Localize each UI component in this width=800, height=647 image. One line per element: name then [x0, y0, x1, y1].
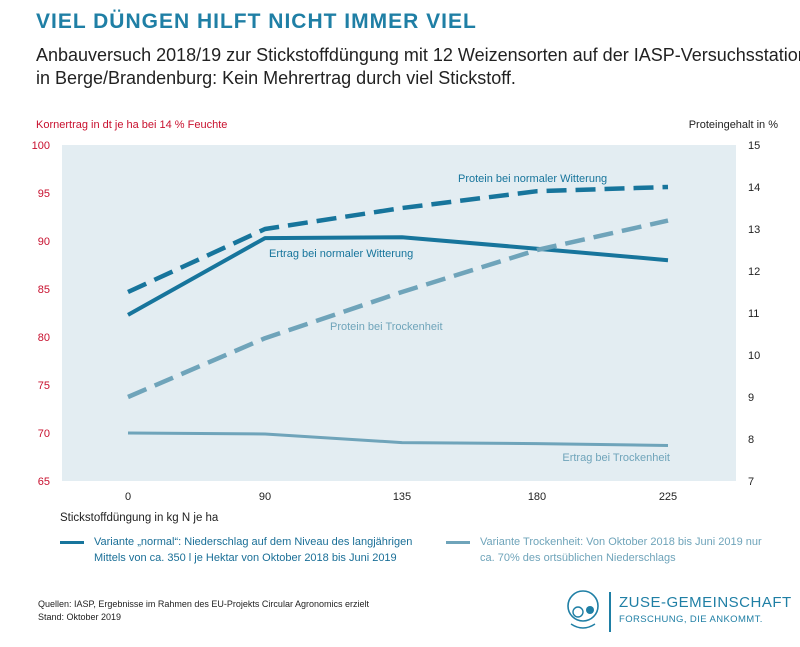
y-tick-right: 10 — [748, 350, 760, 362]
x-axis-ticks: 0 90 135 180 225 — [125, 491, 677, 503]
x-tick: 135 — [393, 491, 411, 503]
y-axis-right-label: Proteingehalt in % — [688, 119, 778, 131]
legend-dry-line-1: Variante Trockenheit: Von Oktober 2018 b… — [480, 536, 762, 548]
y-tick-left: 65 — [38, 476, 50, 488]
y-tick-left: 80 — [38, 332, 50, 344]
zuse-logo-name: ZUSE-GEMEINSCHAFT — [619, 594, 792, 611]
series-label: Protein bei Trockenheit — [330, 321, 443, 333]
series-label: Ertrag bei Trockenheit — [562, 452, 670, 464]
y-tick-right: 13 — [748, 224, 760, 236]
zuse-logo-claim: FORSCHUNG, DIE ANKOMMT. — [619, 614, 763, 625]
y-tick-right: 8 — [748, 434, 754, 446]
y-tick-right: 15 — [748, 140, 760, 152]
sources: Quellen: IASP, Ergebnisse im Rahmen des … — [38, 598, 369, 624]
y-tick-right: 14 — [748, 182, 760, 194]
zuse-logo-divider — [609, 592, 611, 632]
y-tick-right: 9 — [748, 392, 754, 404]
y-tick-left: 95 — [38, 188, 50, 200]
zuse-logo: ZUSE-GEMEINSCHAFT FORSCHUNG, DIE ANKOMMT… — [563, 588, 791, 636]
page-subtitle: Anbauversuch 2018/19 zur Stickstoffdüngu… — [36, 44, 800, 90]
sources-line-1: Quellen: IASP, Ergebnisse im Rahmen des … — [38, 599, 369, 609]
x-tick: 180 — [528, 491, 546, 503]
y-tick-right: 11 — [748, 308, 759, 320]
y-axis-right-ticks: 7 8 9 10 11 12 13 14 15 — [748, 140, 760, 488]
y-tick-left: 75 — [38, 380, 50, 392]
x-tick: 225 — [659, 491, 677, 503]
legend-normal-line-2: Mittels von ca. 350 l je Hektar von Okto… — [94, 552, 397, 564]
legend-normal-line-1: Variante „normal“: Niederschlag auf dem … — [94, 536, 413, 548]
y-tick-left: 90 — [38, 236, 50, 248]
page-title: VIEL DÜNGEN HILFT NICHT IMMER VIEL — [36, 10, 477, 33]
y-tick-left: 85 — [38, 284, 50, 296]
y-tick-right: 7 — [748, 476, 754, 488]
x-tick: 90 — [259, 491, 271, 503]
series-lines — [127, 184, 669, 447]
legend-dry-swatch — [446, 541, 470, 544]
x-tick: 0 — [125, 491, 131, 503]
series-line — [127, 184, 669, 295]
y-tick-right: 12 — [748, 266, 760, 278]
legend-normal: Variante „normal“: Niederschlag auf dem … — [60, 534, 430, 566]
y-tick-left: 100 — [32, 140, 50, 152]
x-axis-label: Stickstoffdüngung in kg N je ha — [60, 512, 219, 524]
series-line — [127, 235, 669, 317]
series-label: Protein bei normaler Witterung — [458, 173, 607, 185]
subtitle-line-2: in Berge/Brandenburg: Kein Mehrertrag du… — [36, 68, 516, 88]
series-line — [127, 431, 669, 447]
legend-dry: Variante Trockenheit: Von Oktober 2018 b… — [446, 534, 776, 566]
y-axis-left-ticks: 65 70 75 80 85 90 95 100 — [32, 140, 50, 488]
legend-normal-swatch — [60, 541, 84, 544]
series-line — [127, 218, 669, 400]
sources-line-2: Stand: Oktober 2019 — [38, 612, 122, 622]
zuse-logo-icon — [567, 590, 599, 629]
legend-dry-line-2: ca. 70% des ortsüblichen Niederschlags — [480, 552, 676, 564]
chart-svg: 65 70 75 80 85 90 95 100 7 8 9 10 11 12 13 14 15 0 90 135… — [32, 140, 761, 503]
y-tick-left: 70 — [38, 428, 50, 440]
subtitle-line-1: Anbauversuch 2018/19 zur Stickstoffdüngu… — [36, 45, 800, 65]
plot-area — [62, 145, 736, 481]
series-label: Ertrag bei normaler Witterung — [269, 248, 413, 260]
series-labels: Protein bei normaler Witterung Ertrag bei… — [269, 173, 670, 464]
y-axis-left-label: Kornertrag in dt je ha bei 14 % Feuchte — [36, 119, 228, 131]
